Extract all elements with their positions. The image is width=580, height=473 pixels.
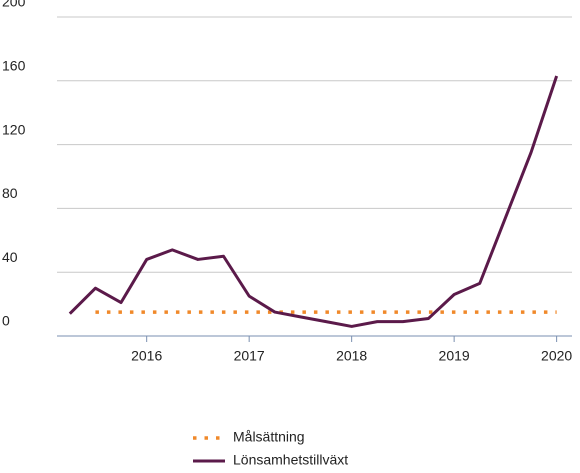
- legend-label: Målsättning: [233, 429, 305, 445]
- x-tick-label: 2018: [336, 348, 367, 364]
- x-tick-label: 2020: [541, 348, 572, 364]
- x-tick-label: 2019: [439, 348, 470, 364]
- x-tick-label: 2017: [234, 348, 265, 364]
- y-tick-label: 120: [2, 121, 26, 137]
- y-tick-label: 0: [2, 313, 10, 329]
- series-line: [68, 75, 559, 328]
- y-tick-label: 160: [2, 58, 26, 74]
- y-tick-label: 200: [2, 0, 26, 10]
- legend-label: Lönsamhetstillväxt: [233, 452, 348, 468]
- y-tick-label: 40: [2, 249, 18, 265]
- y-tick-label: 80: [2, 185, 18, 201]
- x-tick-label: 2016: [131, 348, 162, 364]
